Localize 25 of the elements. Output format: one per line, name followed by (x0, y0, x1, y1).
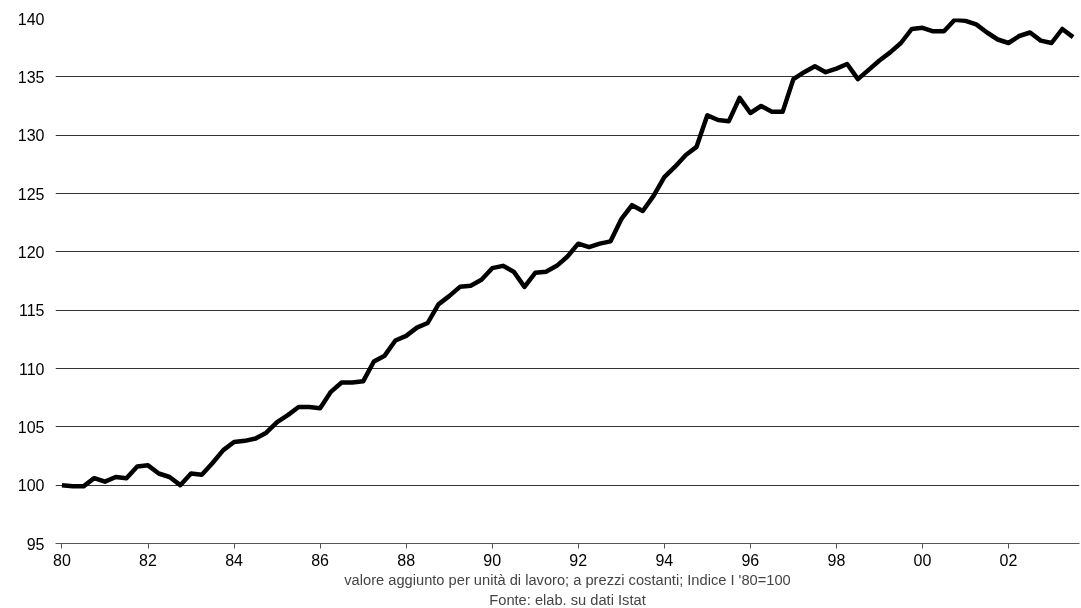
x-tick-label: 82 (139, 551, 157, 569)
x-tick-label: 98 (827, 551, 846, 569)
y-tick-label: 125 (17, 185, 45, 203)
y-tick-label: 120 (17, 243, 45, 261)
y-tick-label: 130 (17, 127, 45, 145)
y-tick-label: 140 (17, 10, 45, 28)
text: valore aggiunto per unità di lavoro; a prezzi costanti; Indice I '80=100 (344, 571, 791, 588)
x-tick-label: 90 (483, 551, 502, 569)
source-note: Fonte: elab. su dati Istat (489, 591, 646, 608)
x-tick-label: 02 (999, 551, 1018, 569)
x-tick-label: 80 (53, 551, 71, 569)
y-tick-label: 115 (18, 302, 45, 320)
x-tick-label: 94 (655, 551, 674, 569)
x-tick-label: 84 (225, 551, 244, 569)
y-tick-label: 105 (17, 418, 45, 436)
x-tick-label: 92 (569, 551, 588, 569)
y-tick-label: 95 (26, 535, 45, 553)
y-tick-label: 110 (18, 360, 45, 378)
line-series (59, 18, 1076, 489)
x-tick-label: 00 (913, 551, 932, 569)
x-tick-label: 96 (741, 551, 760, 569)
y-tick-label: 100 (17, 477, 45, 495)
y-tick-label: 135 (17, 68, 45, 86)
x-tick-label: 86 (311, 551, 330, 569)
x-tick-label: 88 (397, 551, 416, 569)
